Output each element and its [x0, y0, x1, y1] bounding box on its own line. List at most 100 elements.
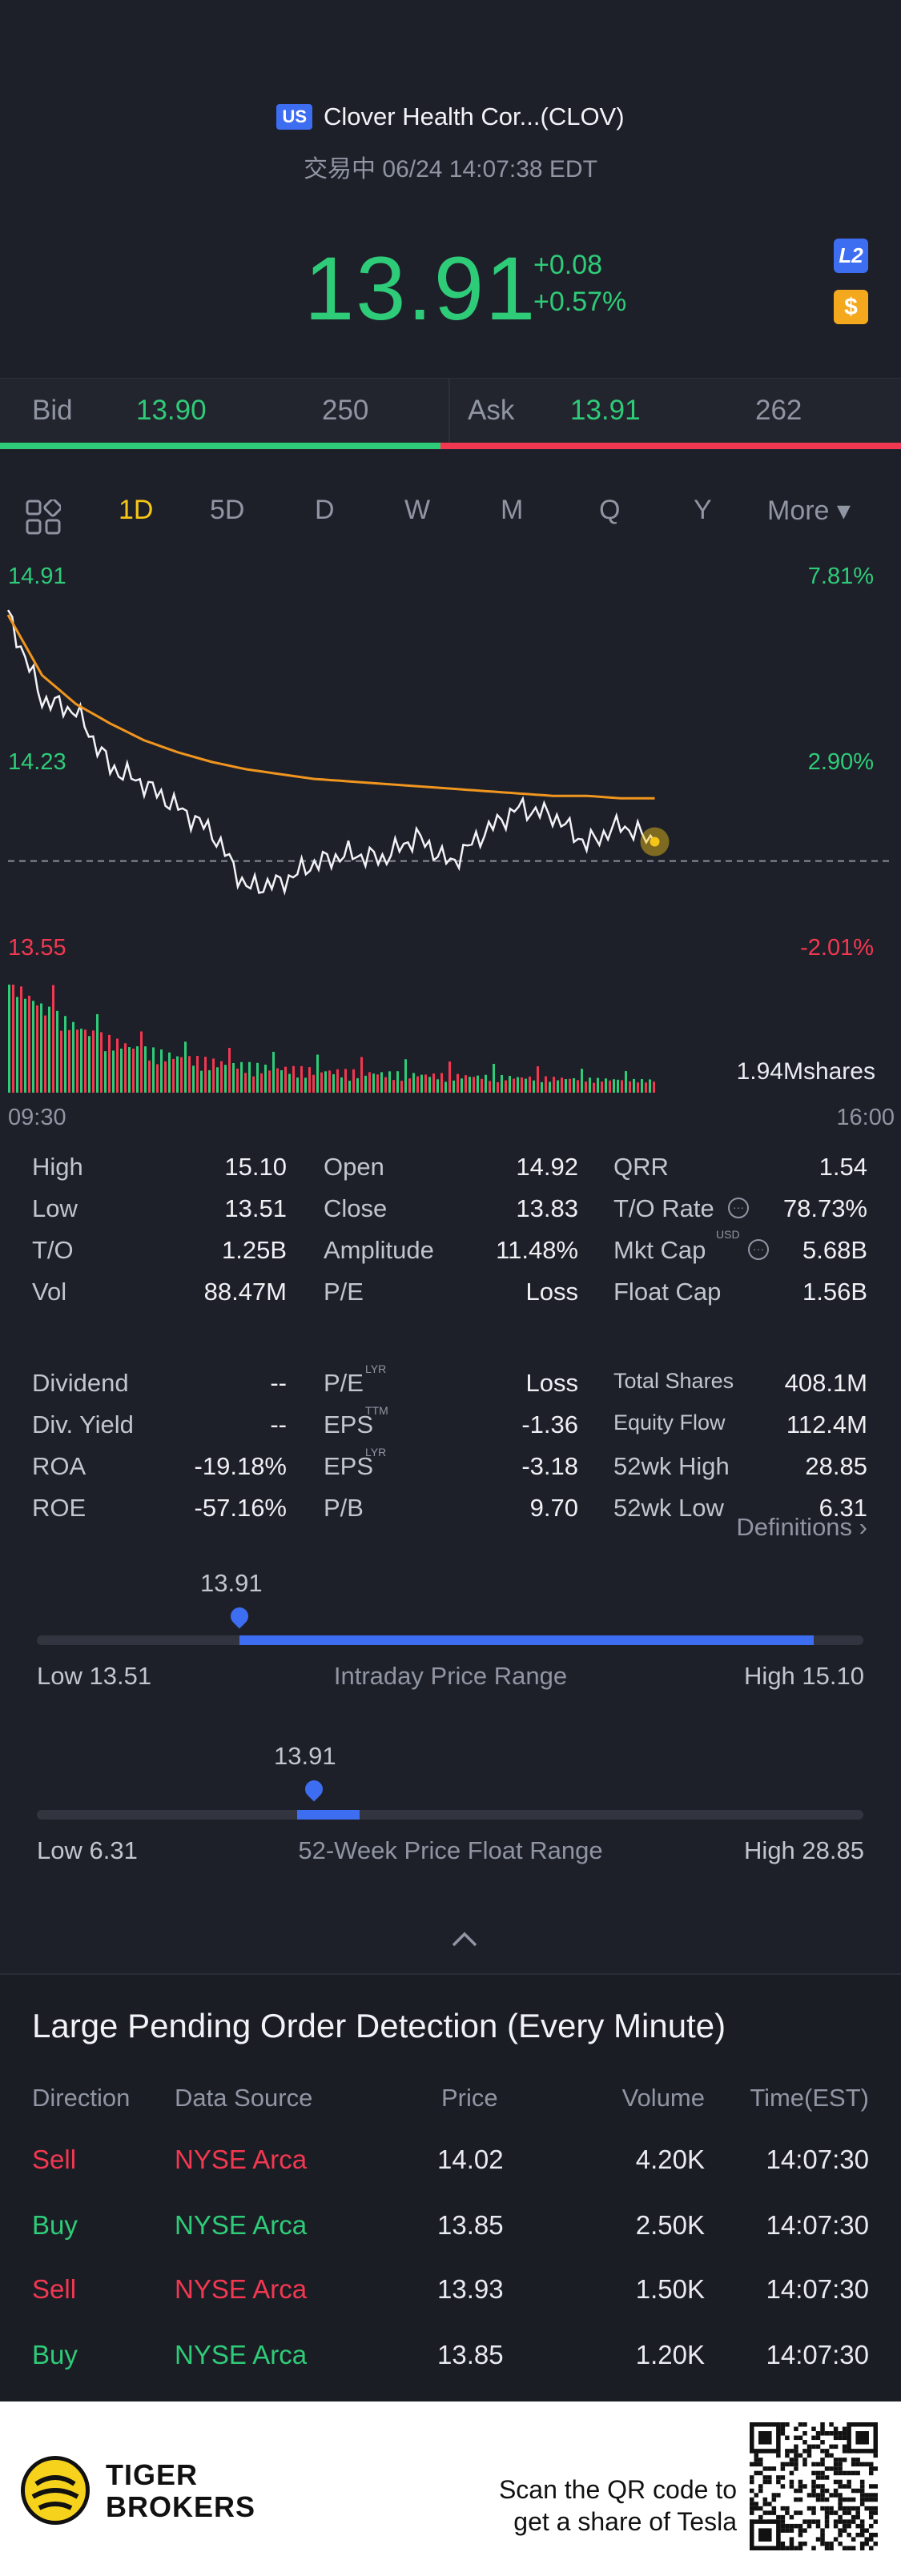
- level2-icon[interactable]: L2: [834, 239, 868, 273]
- tab-5d[interactable]: 5D: [210, 495, 245, 525]
- week52-marker-icon: [301, 1776, 327, 1802]
- volume-bar: [517, 1077, 519, 1093]
- volume-bar: [276, 1068, 279, 1093]
- info-icon[interactable]: ···: [748, 1239, 769, 1260]
- stat-sup: LYR: [365, 1446, 387, 1459]
- volume-bar: [188, 1056, 191, 1093]
- intraday-chart[interactable]: 14.91 14.23 13.55 7.81% 2.90% -2.01% 1.9…: [0, 552, 901, 1137]
- qr-code-icon[interactable]: [750, 2422, 878, 2550]
- volume-bar: [244, 1073, 247, 1093]
- week52-range-track: [37, 1810, 863, 1820]
- scan-text: Scan the QR code to get a share of Tesla: [499, 2474, 737, 2538]
- volume-bar: [589, 1077, 591, 1093]
- brand-line1: TIGER: [106, 2458, 199, 2491]
- volume-bar: [308, 1067, 311, 1093]
- stat-label: P/E: [324, 1369, 364, 1397]
- volume-bar: [553, 1077, 555, 1093]
- volume-bar: [312, 1074, 315, 1093]
- volume-bar: [597, 1077, 599, 1093]
- volume-bar: [136, 1046, 139, 1093]
- volume-bar: [36, 1005, 38, 1093]
- volume-bar: [180, 1057, 183, 1093]
- bid-ask-bar: Bid 13.90 250 Ask 13.91 262: [0, 378, 901, 450]
- volume-bar: [601, 1081, 603, 1093]
- volume-bar: [284, 1066, 287, 1093]
- volume-bar: [360, 1057, 363, 1093]
- order-direction: Buy: [32, 2210, 78, 2240]
- stat-label: 52wk Low: [613, 1494, 724, 1522]
- tab-day[interactable]: D: [315, 495, 335, 525]
- volume-bar: [232, 1062, 235, 1093]
- volume-bar: [140, 1031, 143, 1093]
- bid-size: 250: [322, 395, 369, 426]
- last-price: 13.91: [304, 239, 537, 339]
- info-icon[interactable]: ···: [728, 1198, 749, 1218]
- ask-size: 262: [755, 395, 802, 426]
- volume-bar: [328, 1070, 331, 1093]
- volume-bar: [621, 1080, 623, 1093]
- volume-bar: [352, 1069, 355, 1093]
- definitions-link[interactable]: Definitions ›: [736, 1513, 867, 1541]
- stat-value: -3.18: [521, 1452, 578, 1480]
- volume-bar: [148, 1060, 151, 1093]
- volume-bar: [625, 1071, 627, 1093]
- price-change-pct: +0.57%: [533, 287, 627, 317]
- stat-value: Loss: [525, 1369, 578, 1397]
- tab-more[interactable]: More ▾: [767, 496, 851, 526]
- stat-label: High: [32, 1153, 83, 1181]
- volume-bar: [20, 986, 22, 1093]
- volume-bar: [605, 1078, 607, 1093]
- tiger-logo-icon: [21, 2456, 90, 2525]
- scan-line2: get a share of Tesla: [513, 2507, 737, 2536]
- volume-bar: [404, 1059, 407, 1093]
- volume-bar: [332, 1073, 335, 1093]
- stat-value: 28.85: [805, 1452, 867, 1480]
- volume-bar: [168, 1052, 171, 1093]
- volume-bar: [116, 1038, 119, 1093]
- dollar-icon[interactable]: $: [834, 290, 868, 324]
- tab-year[interactable]: Y: [694, 495, 712, 525]
- col-price: Price: [441, 2084, 498, 2112]
- tab-1d[interactable]: 1D: [119, 495, 154, 525]
- volume-bar: [380, 1072, 383, 1093]
- volume-bar: [64, 1016, 66, 1093]
- volume-bar: [256, 1062, 259, 1093]
- volume-bar: [200, 1070, 203, 1093]
- volume-bar: [617, 1079, 619, 1093]
- volume-bar: [436, 1079, 439, 1093]
- volume-bar: [424, 1074, 427, 1093]
- tab-quarter[interactable]: Q: [599, 495, 621, 525]
- order-direction: Sell: [32, 2274, 77, 2304]
- tab-week[interactable]: W: [404, 495, 431, 525]
- pct-high-label: 7.81%: [807, 564, 874, 589]
- stat-label: EPS: [324, 1452, 374, 1480]
- order-volume: 4.20K: [635, 2145, 705, 2174]
- volume-bar: [28, 995, 30, 1093]
- volume-bar: [316, 1054, 319, 1093]
- volume-bar: [272, 1051, 275, 1093]
- volume-bar: [537, 1066, 539, 1093]
- volume-bar: [453, 1080, 455, 1093]
- volume-bar: [513, 1078, 515, 1093]
- order-price: 14.02: [437, 2145, 504, 2174]
- chevron-up-icon[interactable]: [450, 1929, 479, 1948]
- tab-month[interactable]: M: [501, 495, 524, 525]
- volume-bar: [52, 985, 54, 1093]
- stat-value: 13.83: [516, 1194, 578, 1222]
- week52-range-title: 52-Week Price Float Range: [298, 1836, 603, 1864]
- stat-label: Open: [324, 1153, 384, 1181]
- volume-bar: [545, 1076, 547, 1093]
- volume-bar: [40, 1003, 42, 1093]
- order-time: 14:07:30: [766, 2145, 869, 2174]
- grid-icon[interactable]: [26, 500, 61, 535]
- volume-bar: [629, 1081, 631, 1093]
- volume-bar: [529, 1076, 531, 1093]
- stat-value: 13.51: [224, 1194, 287, 1222]
- volume-bar: [569, 1078, 571, 1093]
- volume-bar: [208, 1069, 211, 1093]
- stat-sup: TTM: [365, 1404, 388, 1417]
- stock-title[interactable]: Clover Health Cor...(CLOV): [324, 102, 625, 130]
- volume-bar: [212, 1058, 215, 1093]
- volume-bar: [497, 1081, 499, 1093]
- intraday-low: Low 13.51: [37, 1662, 152, 1690]
